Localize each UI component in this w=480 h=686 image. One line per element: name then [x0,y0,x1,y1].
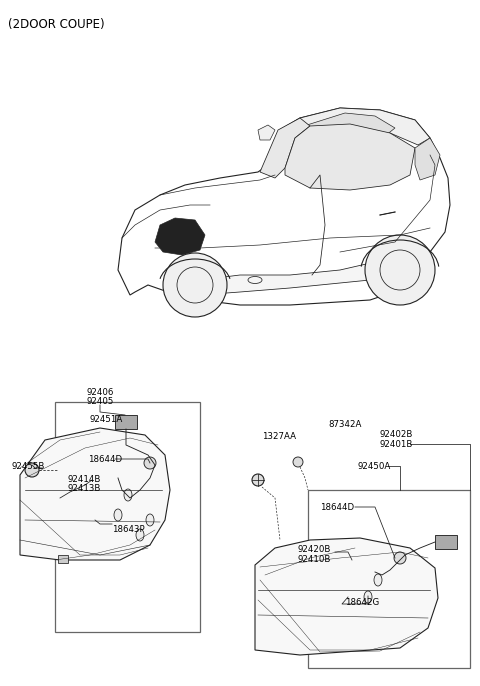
Text: 92413B: 92413B [68,484,101,493]
Ellipse shape [146,514,154,526]
Circle shape [144,457,156,469]
Text: 18642G: 18642G [345,598,379,607]
Text: 1327AA: 1327AA [262,432,296,441]
Ellipse shape [364,591,372,603]
Polygon shape [255,538,438,655]
FancyBboxPatch shape [58,555,68,563]
Circle shape [394,552,406,564]
Text: (2DOOR COUPE): (2DOOR COUPE) [8,18,105,31]
Polygon shape [168,255,400,295]
Text: 92405: 92405 [86,397,114,406]
Ellipse shape [124,489,132,501]
Polygon shape [258,125,275,140]
Polygon shape [260,118,310,178]
Circle shape [252,474,264,486]
Circle shape [163,253,227,317]
Text: 92450A: 92450A [358,462,391,471]
Text: 92406: 92406 [86,388,114,397]
Polygon shape [280,108,430,145]
Text: 92420B: 92420B [298,545,331,554]
Text: 18644D: 18644D [320,503,354,512]
Text: 92414B: 92414B [68,475,101,484]
Circle shape [365,235,435,305]
FancyBboxPatch shape [115,415,137,429]
Text: 92401B: 92401B [380,440,413,449]
Text: 92410B: 92410B [298,555,331,564]
Text: 18644D: 18644D [88,455,122,464]
Polygon shape [285,124,415,190]
Text: 92402B: 92402B [380,430,413,439]
Text: 92451A: 92451A [90,415,123,424]
Circle shape [293,457,303,467]
Polygon shape [415,138,440,180]
FancyBboxPatch shape [435,535,457,549]
Polygon shape [307,113,395,140]
Circle shape [25,463,39,477]
Ellipse shape [114,509,122,521]
Ellipse shape [136,529,144,541]
Ellipse shape [374,574,382,586]
Text: 87342A: 87342A [328,420,361,429]
Polygon shape [155,218,205,255]
Text: 18643P: 18643P [112,525,144,534]
Polygon shape [20,428,170,560]
Text: 92455B: 92455B [12,462,46,471]
